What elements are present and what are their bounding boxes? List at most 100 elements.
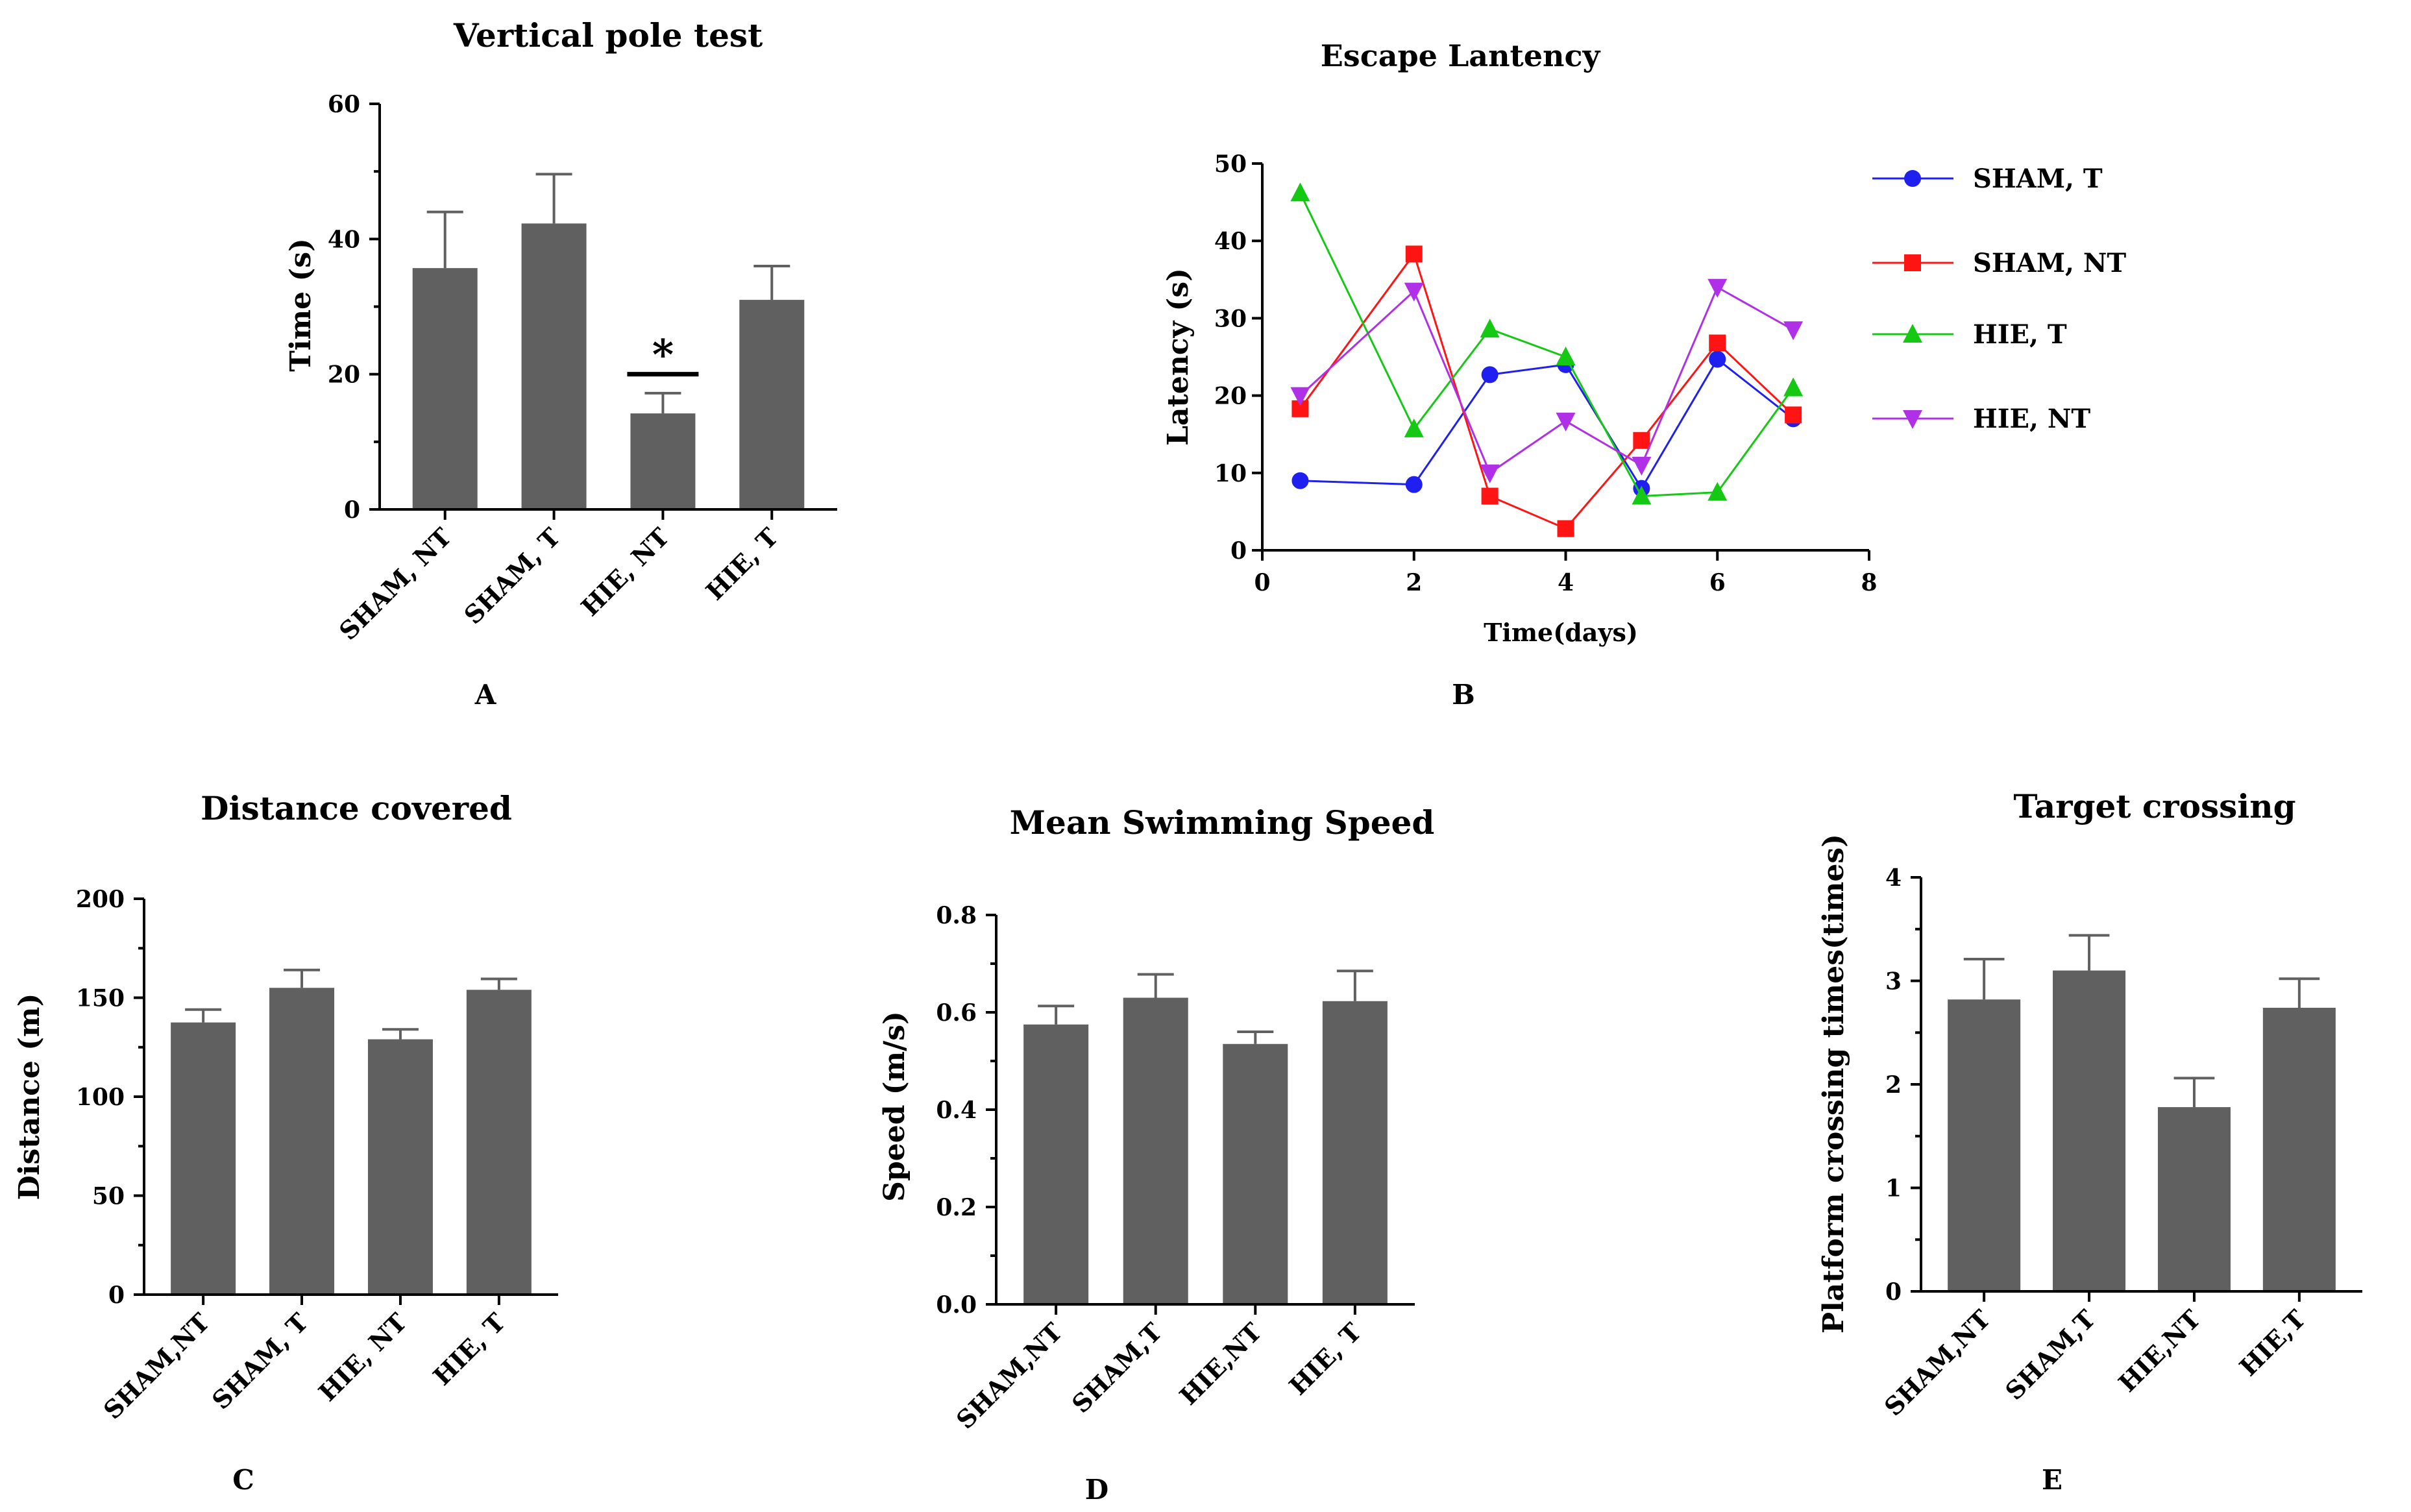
chart-title: Escape Lantency xyxy=(1321,38,1601,73)
chart-title: Vertical pole test xyxy=(453,16,763,55)
y-tick-label-3: 30 xyxy=(1214,305,1247,332)
category-label-2: HIE, NT xyxy=(575,522,675,622)
x-tick-label-4: 8 xyxy=(1861,569,1877,596)
bar-3 xyxy=(739,300,805,509)
category-label-2: HIE,NT xyxy=(1173,1317,1267,1411)
point-1-2 xyxy=(1481,487,1499,505)
point-2-6 xyxy=(1783,377,1804,396)
y-axis-label: Latency (s) xyxy=(1162,268,1195,446)
bar-1 xyxy=(521,223,587,509)
series-0 xyxy=(1291,350,1802,497)
y-axis-label: Time (s) xyxy=(284,238,317,372)
category-label-2: HIE,NT xyxy=(2112,1304,2206,1398)
point-2-1 xyxy=(1404,418,1424,437)
point-3-6 xyxy=(1783,321,1804,341)
panel-label: E xyxy=(2042,1464,2062,1496)
legend-marker-0 xyxy=(1904,170,1921,187)
y-tick-label-2: 0.4 xyxy=(936,1097,977,1124)
bar-1 xyxy=(269,988,335,1295)
y-tick-label-5: 50 xyxy=(1214,151,1247,178)
point-3-0 xyxy=(1290,387,1310,406)
point-3-3 xyxy=(1556,412,1576,432)
y-tick-label-1: 20 xyxy=(328,361,360,389)
category-label-3: HIE,T xyxy=(2234,1304,2312,1382)
legend-entry-0: SHAM, T xyxy=(1973,164,2103,194)
y-tick-label-0: 0 xyxy=(108,1282,125,1309)
panel-label: C xyxy=(232,1464,254,1496)
x-tick-label-3: 6 xyxy=(1709,569,1726,596)
bar-2 xyxy=(2157,1107,2231,1291)
legend-entry-1: SHAM, NT xyxy=(1973,248,2126,278)
y-tick-label-2: 40 xyxy=(328,226,360,253)
category-label-1: SHAM,T xyxy=(2000,1304,2101,1406)
category-label-0: SHAM,NT xyxy=(950,1317,1068,1435)
chart-title: Target crossing xyxy=(2013,787,2295,825)
x-tick-label-0: 0 xyxy=(1254,569,1270,596)
chart-distance-covered: Distance covered Distance (m) 0 50 100 150 200… xyxy=(13,789,558,1496)
y-tick-label-1: 1 xyxy=(1885,1175,1902,1202)
panel-label: A xyxy=(474,679,497,711)
panel-label: B xyxy=(1452,679,1475,711)
y-axis-label: Platform crossing times(times) xyxy=(1817,834,1850,1334)
y-tick-label-0: 0.0 xyxy=(936,1291,977,1319)
category-label-1: SHAM, T xyxy=(458,522,566,630)
category-label-3: HIE, T xyxy=(427,1308,511,1391)
y-tick-label-3: 150 xyxy=(76,985,125,1012)
point-1-1 xyxy=(1405,245,1423,263)
x-axis-label: Time(days) xyxy=(1484,618,1638,647)
bar-0 xyxy=(412,268,478,509)
y-tick-label-3: 60 xyxy=(328,91,360,118)
y-axis-label: Distance (m) xyxy=(13,994,46,1201)
point-2-3 xyxy=(1556,347,1576,365)
category-label-2: HIE, NT xyxy=(313,1308,413,1408)
bar-0 xyxy=(171,1022,236,1295)
y-tick-label-1: 50 xyxy=(92,1183,125,1210)
bar-1 xyxy=(2053,970,2126,1291)
point-3-1 xyxy=(1404,282,1424,302)
category-label-0: SHAM,NT xyxy=(1878,1304,1996,1422)
point-1-6 xyxy=(1785,406,1802,424)
chart-escape-latency: Escape Lantency Latency (s) Time(days) 0 10 2… xyxy=(1162,38,2126,711)
chart-mean-swimming-speed: Mean Swimming Speed Speed (m/s) 0.0 0.2 0.4 0… xyxy=(878,803,1434,1506)
point-0-2 xyxy=(1481,366,1499,384)
y-tick-label-4: 0.8 xyxy=(936,902,977,929)
bar-2 xyxy=(1223,1043,1288,1304)
chart-target-crossing: Target crossing Platform crossing times(t… xyxy=(1817,787,2362,1496)
chart-title: Mean Swimming Speed xyxy=(1010,803,1435,842)
series-3 xyxy=(1290,278,1804,483)
y-tick-label-2: 2 xyxy=(1885,1071,1902,1099)
legend-entry-2: HIE, T xyxy=(1973,319,2067,350)
y-tick-label-4: 4 xyxy=(1885,864,1902,892)
y-tick-label-0: 0 xyxy=(344,496,360,524)
point-0-0 xyxy=(1291,472,1309,489)
point-1-3 xyxy=(1557,520,1574,537)
legend-marker-3 xyxy=(1903,410,1922,429)
point-2-2 xyxy=(1480,319,1500,338)
panel-label: D xyxy=(1085,1474,1108,1506)
x-tick-label-1: 2 xyxy=(1406,569,1422,596)
bar-2 xyxy=(630,413,696,509)
x-tick-label-2: 4 xyxy=(1558,569,1574,596)
point-3-5 xyxy=(1707,278,1728,298)
point-2-5 xyxy=(1707,482,1728,501)
y-tick-label-0: 0 xyxy=(1885,1278,1902,1306)
bar-0 xyxy=(1023,1024,1089,1304)
point-3-2 xyxy=(1480,464,1500,483)
category-label-0: SHAM,NT xyxy=(97,1308,215,1425)
category-label-1: SHAM,T xyxy=(1066,1317,1168,1419)
bar-3 xyxy=(2262,1007,2336,1291)
y-tick-label-0: 0 xyxy=(1230,537,1247,565)
category-label-3: HIE, T xyxy=(700,522,784,606)
y-tick-label-4: 40 xyxy=(1214,228,1247,255)
category-label-0: SHAM, NT xyxy=(334,522,457,646)
series-line-0 xyxy=(1300,358,1794,491)
category-label-3: HIE, T xyxy=(1283,1317,1367,1401)
y-axis-label: Speed (m/s) xyxy=(878,1011,911,1202)
point-0-5 xyxy=(1709,350,1726,368)
bar-0 xyxy=(1948,999,2021,1291)
y-tick-label-3: 3 xyxy=(1885,968,1902,995)
y-tick-label-1: 0.2 xyxy=(936,1194,977,1221)
bar-1 xyxy=(1123,997,1188,1304)
y-tick-label-3: 0.6 xyxy=(936,999,977,1027)
